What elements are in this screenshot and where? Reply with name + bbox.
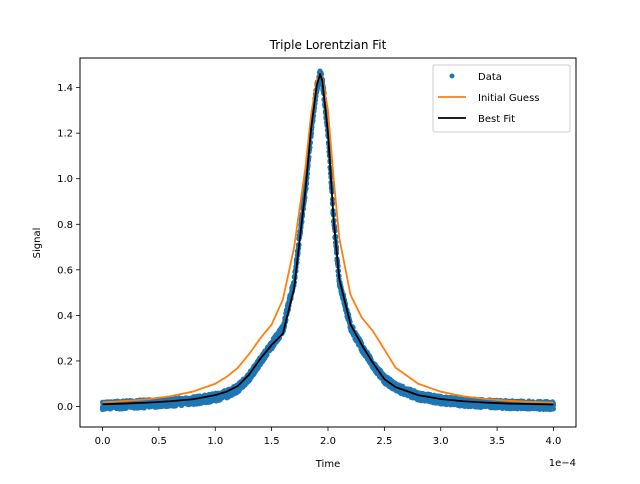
y-axis-label: Signal <box>32 228 43 259</box>
y-tick-label: 0.0 <box>57 402 73 413</box>
y-tick-label: 0.6 <box>57 265 73 276</box>
legend-label-best-fit: Best Fit <box>478 114 515 125</box>
data-point <box>550 406 557 412</box>
legend-label-data: Data <box>478 72 502 83</box>
y-tick-label: 1.0 <box>57 174 73 185</box>
x-tick-label: 1.0 <box>207 436 223 447</box>
x-tick-label: 2.5 <box>376 436 392 447</box>
plot-area <box>99 68 557 413</box>
x-tick-label: 3.0 <box>433 436 449 447</box>
chart-title: Triple Lorentzian Fit <box>269 38 387 52</box>
x-tick-label: 2.0 <box>320 436 336 447</box>
legend-label-initial-guess: Initial Guess <box>478 93 540 104</box>
x-tick-label: 0.0 <box>95 436 111 447</box>
x-tick-label: 3.5 <box>489 436 505 447</box>
y-tick-label: 1.4 <box>57 83 73 94</box>
x-tick-label: 0.5 <box>151 436 167 447</box>
legend: Data Initial Guess Best Fit <box>432 64 571 133</box>
x-tick-label: 4.0 <box>546 436 562 447</box>
y-tick-label: 0.8 <box>57 220 73 231</box>
y-tick-label: 0.2 <box>57 356 73 367</box>
y-tick-label: 1.2 <box>57 129 73 140</box>
x-axis-label: Time <box>315 459 340 470</box>
x-axis-offset-text: 1e−4 <box>549 458 576 469</box>
legend-marker-data <box>449 73 455 79</box>
y-tick-label: 0.4 <box>57 311 73 322</box>
x-tick-label: 1.5 <box>264 436 280 447</box>
